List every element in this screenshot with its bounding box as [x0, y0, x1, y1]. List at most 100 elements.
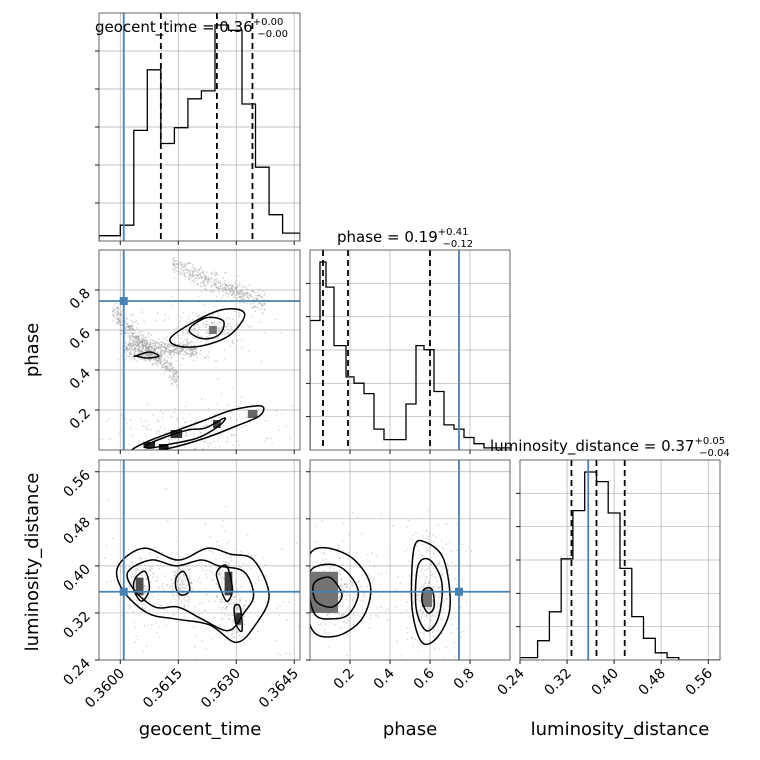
sample-point — [241, 611, 244, 613]
sample-point — [189, 262, 192, 264]
sample-point — [145, 588, 148, 591]
sample-point — [138, 345, 140, 347]
sample-point — [131, 329, 134, 332]
sample-point — [361, 532, 363, 535]
sample-point — [202, 271, 204, 274]
sample-point — [406, 626, 409, 629]
sample-point — [451, 561, 453, 563]
sample-point — [263, 309, 266, 311]
sample-point — [169, 343, 172, 346]
sample-point — [231, 286, 234, 288]
sample-point — [235, 287, 238, 289]
sample-point — [160, 368, 163, 370]
sample-point — [132, 344, 135, 346]
sample-point — [220, 321, 222, 324]
sample-point — [170, 415, 172, 418]
sample-point — [180, 263, 183, 265]
sample-point — [282, 601, 285, 604]
sample-point — [125, 341, 127, 344]
sample-point — [154, 363, 156, 366]
sample-point — [347, 551, 350, 554]
sample-point — [418, 600, 421, 603]
sample-point — [156, 352, 159, 355]
sample-point — [194, 421, 196, 423]
sample-point — [132, 341, 134, 343]
sample-point — [238, 315, 241, 318]
sample-point — [227, 289, 230, 291]
sample-point — [215, 359, 218, 362]
sample-point — [234, 287, 237, 289]
sample-point — [169, 354, 172, 356]
sample-point — [148, 352, 150, 355]
sample-point — [212, 273, 215, 276]
sample-point — [142, 425, 145, 427]
ylabel-phase: phase — [22, 323, 43, 377]
sample-point — [173, 369, 176, 371]
sample-point — [302, 406, 304, 408]
sample-point — [160, 345, 162, 348]
sample-point — [114, 316, 116, 318]
sample-point — [233, 293, 236, 295]
sample-point — [128, 344, 131, 346]
sample-point — [263, 294, 265, 297]
sample-point — [236, 284, 239, 287]
sample-point — [185, 269, 187, 271]
sample-point — [196, 269, 199, 271]
sample-point — [135, 573, 138, 576]
sample-point — [156, 363, 158, 366]
sample-point — [146, 585, 149, 587]
sample-point — [232, 342, 235, 345]
sample-point — [240, 585, 243, 587]
sample-point — [147, 348, 150, 351]
sample-point — [251, 290, 254, 292]
sample-point — [221, 297, 223, 299]
sample-point — [151, 576, 154, 578]
sample-point — [261, 305, 263, 307]
sample-point — [186, 574, 189, 576]
sample-point — [145, 346, 147, 349]
sample-point — [176, 580, 178, 583]
sample-point — [164, 348, 167, 350]
sample-point — [97, 408, 99, 410]
sample-point — [138, 345, 141, 348]
sample-point — [342, 585, 344, 587]
sample-point — [164, 366, 166, 368]
sample-point — [196, 282, 199, 285]
sample-point — [325, 558, 327, 561]
sample-point — [171, 345, 174, 347]
sample-point — [189, 413, 191, 415]
sample-point — [145, 346, 148, 348]
sample-point — [278, 429, 280, 431]
sample-point — [241, 286, 244, 289]
sample-point — [235, 294, 238, 296]
sample-point — [188, 275, 190, 278]
sample-point — [129, 346, 132, 349]
sample-point — [179, 327, 181, 330]
sample-point — [143, 320, 145, 322]
quantile-lines — [159, 13, 626, 660]
sample-point — [406, 548, 409, 551]
sample-point — [177, 334, 180, 337]
sample-point — [189, 341, 192, 343]
sample-point — [197, 295, 200, 298]
sample-point — [243, 605, 245, 607]
sample-point — [95, 426, 97, 428]
sample-point — [201, 276, 203, 279]
sample-point — [221, 287, 224, 290]
sample-point — [141, 340, 144, 342]
sample-point — [155, 580, 157, 582]
sample-point — [130, 342, 133, 345]
sample-point — [353, 623, 355, 625]
sample-point — [129, 350, 132, 353]
sample-point — [207, 356, 210, 358]
sample-point — [183, 263, 186, 265]
sample-point — [136, 327, 138, 329]
sample-point — [218, 314, 220, 317]
sample-point — [316, 553, 318, 555]
sample-point — [186, 342, 189, 344]
sample-point — [154, 358, 157, 361]
sample-point — [216, 286, 218, 289]
sample-point — [130, 576, 133, 578]
sample-point — [263, 564, 266, 566]
sample-point — [228, 289, 231, 291]
